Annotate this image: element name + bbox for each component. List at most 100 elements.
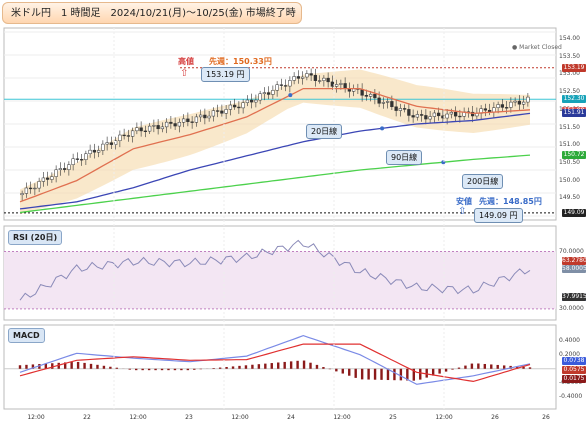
macd-histogram-bar — [225, 366, 228, 369]
x-tick-label: 12:00 — [231, 414, 249, 421]
macd-histogram-bar — [470, 363, 474, 369]
macd-histogram-bar — [154, 368, 157, 371]
candle — [28, 187, 33, 190]
ma90-pointer — [380, 126, 385, 131]
macd-histogram-bar — [167, 368, 170, 371]
candle — [305, 73, 309, 78]
candle — [381, 102, 386, 104]
low-value-box: 149.09 円 — [474, 208, 523, 223]
candle — [24, 187, 29, 194]
candle — [203, 114, 207, 119]
low-prev-week: 先週：148.85円 — [479, 197, 542, 206]
candle — [254, 99, 258, 103]
candle — [322, 77, 326, 81]
macd-histogram-bar — [31, 364, 35, 369]
x-tick-label: 24 — [287, 414, 295, 421]
candle — [390, 101, 394, 108]
candle — [330, 81, 335, 87]
rsi-range-band — [4, 251, 556, 309]
macd-histogram-bar — [406, 368, 409, 381]
candle — [207, 115, 211, 119]
x-tick-label: 26 — [542, 414, 550, 421]
candle — [33, 187, 37, 190]
candle — [262, 92, 267, 94]
ma20-label: 20日線 — [306, 124, 343, 139]
candle — [424, 115, 428, 120]
candle — [249, 99, 254, 103]
candle — [296, 76, 301, 79]
x-tick-label: 25 — [389, 414, 397, 421]
x-tick-label: 26 — [491, 414, 499, 421]
candle — [220, 110, 224, 114]
candle — [20, 193, 24, 196]
price-tick-label: 153.00 — [559, 70, 580, 78]
macd-tick-label: -0.4000 — [559, 392, 583, 400]
candle — [67, 164, 71, 170]
bollinger-band — [20, 69, 530, 215]
macd-histogram-bar — [231, 366, 235, 369]
rsi-tag: 37.9915 — [562, 293, 586, 302]
candle — [92, 149, 97, 153]
macd-histogram-bar — [528, 367, 532, 369]
candle — [419, 114, 424, 116]
candle — [96, 150, 101, 153]
macd-panel-label: MACD — [8, 328, 45, 343]
candle — [496, 104, 500, 108]
macd-histogram-bar — [102, 365, 106, 369]
rsi-layer — [4, 239, 556, 310]
candle — [411, 115, 415, 118]
macd-histogram-bar — [360, 368, 364, 380]
candle — [526, 96, 530, 103]
candle — [368, 93, 373, 97]
candle — [402, 108, 407, 110]
price-tick-label: 151.00 — [559, 141, 580, 149]
candle — [37, 181, 41, 189]
candle — [194, 116, 199, 123]
price-tick-label: 150.00 — [559, 176, 580, 184]
macd-histogram-bar — [264, 363, 267, 369]
macd-tag: 0.0575 — [562, 365, 586, 374]
price-tick-label: 151.50 — [559, 123, 580, 131]
macd-histogram-bar — [212, 368, 215, 369]
candle — [266, 92, 271, 95]
candle — [317, 80, 322, 82]
macd-histogram-bar — [83, 362, 86, 369]
macd-histogram-bar — [451, 368, 454, 370]
macd-histogram-bar — [393, 368, 396, 381]
macd-histogram-bar — [322, 367, 325, 369]
macd-histogram-bar — [147, 368, 151, 371]
candle — [224, 109, 228, 114]
high-prev-week: 先週：150.33円 — [209, 57, 272, 66]
macd-histogram-bar — [477, 363, 480, 369]
candle — [58, 168, 63, 171]
candle — [436, 112, 441, 117]
candle — [147, 125, 152, 132]
candle — [288, 80, 292, 87]
candle — [152, 125, 156, 127]
price-tick-label: 149.50 — [559, 194, 580, 202]
candle — [394, 106, 398, 111]
candle — [118, 134, 122, 142]
macd-histogram-bar — [438, 368, 441, 374]
candle — [215, 110, 220, 112]
candle — [339, 83, 343, 85]
candle — [122, 134, 126, 137]
macd-histogram-bar — [464, 365, 467, 369]
price-tick-label: 152.50 — [559, 88, 580, 96]
x-tick-label: 23 — [185, 414, 193, 421]
macd-histogram-bar — [25, 364, 28, 369]
candle — [373, 93, 377, 99]
macd-histogram-bar — [96, 364, 99, 369]
candle — [500, 104, 505, 108]
macd-histogram-bar — [341, 368, 344, 374]
candle — [483, 108, 488, 111]
candle — [101, 143, 105, 151]
price-tag: 153.19 — [562, 63, 586, 72]
candle — [88, 149, 92, 155]
market-status-text: Market Closed — [519, 44, 562, 51]
macd-tick-label: 0.2000 — [559, 350, 580, 358]
rsi-tag: 58.0005 — [562, 264, 586, 273]
ma20-pointer — [288, 93, 293, 98]
macd-histogram-bar — [444, 368, 448, 372]
